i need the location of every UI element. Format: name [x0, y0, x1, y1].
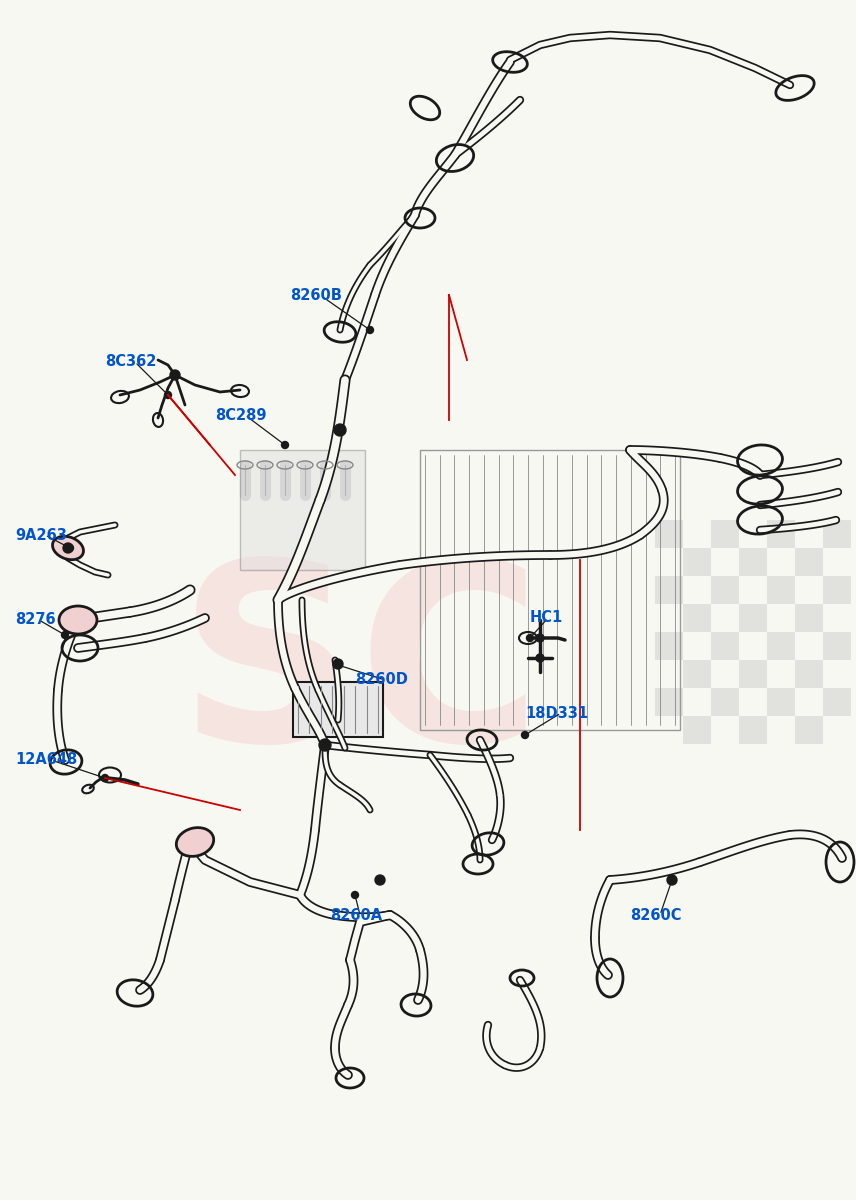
Bar: [795, 548, 823, 576]
Circle shape: [102, 774, 109, 781]
Bar: [795, 604, 823, 632]
Circle shape: [63, 542, 73, 553]
Bar: [683, 604, 711, 632]
Circle shape: [375, 875, 385, 886]
Text: 12A648: 12A648: [15, 752, 77, 768]
Circle shape: [536, 654, 544, 662]
Bar: [655, 688, 683, 716]
Circle shape: [521, 732, 528, 738]
Bar: [767, 520, 795, 548]
Text: 8260C: 8260C: [630, 907, 681, 923]
Bar: [420, 450, 680, 730]
Circle shape: [67, 545, 74, 552]
Circle shape: [335, 661, 342, 668]
Bar: [683, 548, 711, 576]
Circle shape: [669, 876, 675, 883]
Text: 18D331: 18D331: [525, 706, 588, 720]
Text: 8260A: 8260A: [330, 907, 382, 923]
Text: 8260B: 8260B: [290, 288, 342, 302]
Text: 9A263: 9A263: [15, 528, 67, 542]
Bar: [711, 632, 739, 660]
Circle shape: [667, 875, 677, 886]
Bar: [823, 576, 851, 604]
Text: HC1: HC1: [530, 611, 563, 625]
Circle shape: [282, 442, 288, 449]
Circle shape: [164, 391, 171, 398]
Bar: [655, 576, 683, 604]
Text: 8260D: 8260D: [355, 672, 407, 688]
Bar: [711, 520, 739, 548]
Bar: [240, 450, 365, 570]
Bar: [739, 660, 767, 688]
Bar: [655, 632, 683, 660]
Text: 8C362: 8C362: [105, 354, 157, 370]
Bar: [823, 688, 851, 716]
Circle shape: [62, 631, 68, 638]
Bar: [739, 716, 767, 744]
Ellipse shape: [176, 828, 214, 857]
Circle shape: [526, 635, 533, 642]
Bar: [739, 548, 767, 576]
Circle shape: [352, 892, 359, 899]
Bar: [767, 688, 795, 716]
Bar: [767, 632, 795, 660]
Text: 8276: 8276: [15, 612, 56, 628]
Circle shape: [366, 326, 373, 334]
Circle shape: [170, 370, 180, 380]
Bar: [823, 632, 851, 660]
Bar: [767, 576, 795, 604]
Bar: [683, 660, 711, 688]
Circle shape: [334, 424, 346, 436]
Bar: [739, 604, 767, 632]
Bar: [683, 716, 711, 744]
Ellipse shape: [59, 606, 97, 634]
Bar: [823, 520, 851, 548]
Bar: [293, 682, 383, 737]
Bar: [795, 716, 823, 744]
Bar: [655, 520, 683, 548]
Bar: [711, 576, 739, 604]
Ellipse shape: [52, 536, 84, 559]
Circle shape: [333, 659, 343, 670]
Circle shape: [319, 739, 331, 751]
Bar: [711, 688, 739, 716]
Circle shape: [536, 634, 544, 642]
Text: SC: SC: [178, 551, 541, 793]
Text: 8C289: 8C289: [215, 408, 266, 422]
Bar: [795, 660, 823, 688]
